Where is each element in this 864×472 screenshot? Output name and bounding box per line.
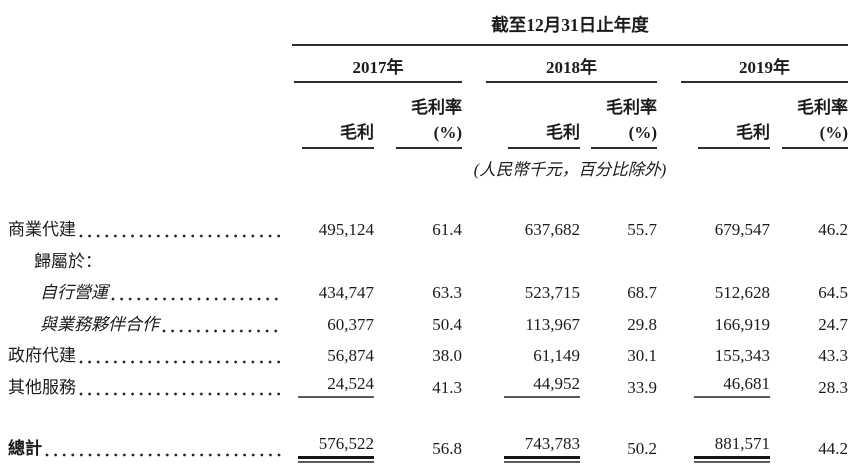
cell-value: 38.0 [432, 346, 462, 365]
margin-label-2019: 毛利率 [797, 98, 848, 117]
table-row-government: 政府代建 56,874 38.0 61,149 30.1 155,343 43.… [8, 338, 848, 370]
gross-profit-label-2019: 毛利 [698, 118, 770, 149]
column-header-row: 毛利 (%) 毛利 (%) 毛利 (%) [8, 118, 848, 149]
year-2019-header: 2019年 [681, 46, 848, 83]
cell-value: 43.3 [818, 346, 848, 365]
cell-value: 44,952 [504, 374, 580, 398]
total-label: 總計 [8, 439, 42, 458]
period-title: 截至12月31日止年度 [292, 12, 848, 46]
gross-profit-label-2018: 毛利 [508, 118, 580, 149]
percent-label-2018: (%) [591, 123, 657, 149]
cell-value: 434,747 [318, 283, 374, 302]
cell-value: 24.7 [818, 314, 848, 334]
unit-note: (人民幣千元，百分比除外) [473, 160, 667, 179]
cell-value: 68.7 [627, 283, 657, 302]
total-value: 56.8 [432, 439, 462, 458]
cell-value: 495,124 [318, 220, 374, 239]
cell-value: 33.9 [627, 377, 657, 397]
year-2017-header: 2017年 [294, 46, 462, 83]
table-row-attributable: 歸屬於： [8, 244, 848, 276]
cell-value: 29.8 [627, 314, 657, 334]
margin-header-row: 毛利率 毛利率 毛利率 [8, 83, 848, 118]
year-header-row: 2017年 2018年 2019年 [8, 45, 848, 83]
table-row-total: 總計 576,522 56.8 743,783 50.2 881,571 44.… [8, 431, 848, 463]
row-label: 商業代建 [8, 220, 76, 239]
cell-value: 155,343 [714, 346, 770, 365]
cell-value: 63.3 [432, 283, 462, 302]
row-label: 與業務夥伴合作 [40, 314, 159, 334]
cell-value: 28.3 [818, 377, 848, 397]
cell-value: 24,524 [298, 374, 374, 398]
unit-note-row: (人民幣千元，百分比除外) [8, 149, 848, 184]
table-row-commercial: 商業代建 495,124 61.4 637,682 55.7 679,547 4… [8, 212, 848, 244]
dot-leader [162, 328, 282, 333]
total-value: 576,522 [298, 434, 374, 463]
cell-value: 46,681 [694, 374, 770, 398]
cell-value: 55.7 [627, 220, 657, 239]
row-label: 自行營運 [40, 283, 108, 302]
cell-value: 61.4 [432, 220, 462, 239]
row-label: 其他服務 [8, 377, 76, 397]
cell-value: 64.5 [818, 283, 848, 302]
cell-value: 166,919 [714, 314, 770, 334]
percent-label-2019: (%) [782, 123, 848, 149]
cell-value: 50.4 [432, 314, 462, 334]
table-row-other-services: 其他服務 24,524 41.3 44,952 33.9 46,681 28.3 [8, 370, 848, 402]
cell-value: 637,682 [524, 220, 580, 239]
table-row-self-operated: 自行營運 434,747 63.3 523,715 68.7 512,628 6… [8, 275, 848, 307]
cell-value: 46.2 [818, 220, 848, 239]
gross-profit-label-2017: 毛利 [302, 118, 374, 149]
total-value: 743,783 [504, 434, 580, 463]
margin-label-2018: 毛利率 [606, 98, 657, 117]
dot-leader [45, 453, 282, 457]
cell-value: 61,149 [533, 346, 580, 365]
cell-value: 41.3 [432, 377, 462, 397]
dot-leader [79, 360, 282, 364]
dot-leader [79, 391, 282, 396]
dot-leader [79, 234, 282, 238]
cell-value: 113,967 [525, 314, 580, 334]
cell-value: 30.1 [627, 346, 657, 365]
total-value: 881,571 [694, 434, 770, 463]
total-value: 44.2 [818, 439, 848, 458]
row-label: 政府代建 [8, 346, 76, 365]
year-2018-header: 2018年 [486, 46, 657, 83]
percent-label-2017: (%) [396, 123, 462, 149]
cell-value: 523,715 [524, 283, 580, 302]
row-label: 歸屬於： [34, 251, 102, 271]
cell-value: 512,628 [714, 283, 770, 302]
margin-label-2017: 毛利率 [411, 98, 462, 117]
period-header-row: 截至12月31日止年度 [8, 12, 848, 46]
dot-leader [111, 297, 282, 301]
cell-value: 56,874 [327, 346, 374, 365]
cell-value: 679,547 [714, 220, 770, 239]
cell-value: 60,377 [327, 314, 374, 334]
table-row-business-partners: 與業務夥伴合作 60,377 50.4 113,967 29.8 166,919… [8, 307, 848, 339]
total-value: 50.2 [627, 439, 657, 458]
gross-profit-table: 截至12月31日止年度 2017年 2018年 2019年 毛利率 毛利率 毛利… [8, 12, 848, 463]
